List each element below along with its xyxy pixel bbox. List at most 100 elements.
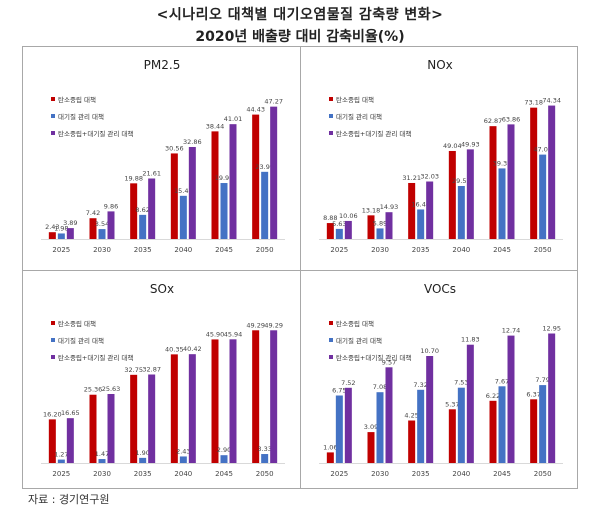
data-label: 3.09 (364, 423, 378, 431)
legend-swatch (329, 97, 333, 101)
data-label: 12.74 (502, 327, 521, 335)
chart-title: NOx (427, 58, 453, 72)
data-label: 41.01 (224, 115, 243, 123)
legend-swatch (329, 131, 333, 135)
x-tick-label: 2050 (256, 470, 274, 478)
legend-label: 탄소중립+대기질 관리 대책 (336, 353, 411, 362)
bar (507, 335, 515, 463)
legend-label: 탄소중립+대기질 관리 대책 (336, 129, 411, 138)
bar (170, 153, 178, 239)
x-tick-label: 2050 (534, 470, 552, 478)
data-label: 6.37 (526, 390, 540, 398)
data-label: 31.21 (402, 174, 421, 182)
data-label: 6.22 (486, 392, 500, 400)
data-label: 2.43 (45, 223, 59, 231)
data-label: 7.52 (341, 379, 355, 387)
panel-sox: SOx 탄소중립 대책 대기질 관리 대책 탄소중립+대기질 관리 대책 16.20 1.… (23, 271, 301, 493)
x-tick-label: 2025 (330, 470, 348, 478)
x-tick-label: 2035 (134, 470, 152, 478)
chart-grid: PM2.5 탄소중립 대책 대기질 관리 대책 탄소중립+대기질 관리 대책 2.43 1… (22, 46, 578, 489)
legend-swatch (51, 338, 55, 342)
x-tick-label: 2050 (534, 246, 552, 254)
bar (98, 229, 106, 239)
data-label: 47.27 (264, 98, 283, 106)
x-tick-label: 2040 (174, 470, 192, 478)
data-label: 1.47 (95, 450, 109, 458)
bar (188, 146, 196, 239)
x-tick-label: 2025 (330, 246, 348, 254)
x-tick-label: 2030 (93, 246, 111, 254)
data-label: 16.46 (411, 200, 430, 208)
bar (326, 223, 334, 239)
bar (229, 124, 237, 239)
panel-vocs: VOCs 탄소중립 대책 대기질 관리 대책 탄소중립+대기질 관리 대책 1.06 6.… (301, 271, 579, 493)
bar (270, 330, 278, 463)
data-label: 7.42 (86, 209, 100, 217)
data-label: 38.44 (206, 122, 225, 130)
data-label: 11.83 (461, 336, 480, 344)
bar (417, 389, 425, 463)
data-label: 1.98 (54, 224, 68, 232)
bar (107, 211, 115, 239)
chart-main-title: <시나리오 대책별 대기오염물질 감축량 변화> (156, 7, 444, 23)
x-tick-label: 2030 (371, 246, 389, 254)
data-label: 32.86 (183, 138, 202, 146)
data-label: 7.32 (413, 381, 427, 389)
bar (548, 333, 556, 463)
bar (385, 367, 393, 463)
data-label: 1.27 (54, 451, 68, 459)
bar (385, 212, 393, 239)
legend-swatch (329, 321, 333, 325)
data-label: 25.63 (102, 385, 121, 393)
bar (489, 126, 497, 239)
bar (344, 220, 352, 239)
data-label: 32.75 (124, 366, 143, 374)
data-label: 3.89 (63, 219, 77, 227)
bar (498, 168, 506, 239)
legend-label: 대기질 관리 대책 (336, 336, 382, 345)
data-label: 32.03 (420, 173, 439, 181)
data-label: 25.36 (84, 386, 103, 394)
data-label: 47.02 (533, 146, 552, 154)
data-label: 3.54 (95, 220, 109, 228)
bar (408, 182, 416, 239)
bar (448, 150, 456, 239)
bar (66, 228, 74, 239)
legend-label: 탄소중립 대책 (336, 319, 374, 328)
legend-label: 탄소중립+대기질 관리 대책 (58, 353, 133, 362)
data-label: 5.89 (373, 219, 387, 227)
x-tick-label: 2035 (412, 470, 430, 478)
data-label: 10.70 (420, 347, 439, 355)
bar (211, 339, 219, 463)
bar (539, 154, 547, 239)
bar (148, 374, 156, 463)
legend-label: 대기질 관리 대책 (336, 112, 382, 121)
chart-subtitle: 2020년 배출량 대비 감축비율(%) (195, 29, 405, 45)
bar (457, 185, 465, 239)
data-label: 1.90 (135, 449, 149, 457)
bar (139, 214, 147, 239)
x-tick-label: 2045 (493, 470, 511, 478)
data-label: 12.95 (542, 325, 561, 333)
bar (539, 385, 547, 463)
legend-swatch (51, 321, 55, 325)
bar (48, 232, 56, 239)
x-tick-label: 2025 (52, 246, 70, 254)
x-tick-label: 2030 (371, 470, 389, 478)
data-label: 7.08 (373, 383, 387, 391)
panel-nox: NOx 탄소중립 대책 대기질 관리 대책 탄소중립+대기질 관리 대책 8.88 5.6… (301, 47, 579, 269)
panel-pm25: PM2.5 탄소중립 대책 대기질 관리 대책 탄소중립+대기질 관리 대책 2.43 1… (23, 47, 301, 269)
bar (507, 124, 515, 239)
bar (179, 195, 187, 239)
data-label: 14.93 (380, 203, 399, 211)
bar (220, 455, 228, 463)
data-label: 7.79 (535, 376, 549, 384)
data-label: 63.86 (502, 115, 521, 123)
data-label: 2.43 (176, 447, 190, 455)
bar (89, 218, 97, 239)
bar (261, 454, 269, 463)
data-label: 8.62 (135, 206, 149, 214)
data-label: 7.53 (454, 379, 468, 387)
